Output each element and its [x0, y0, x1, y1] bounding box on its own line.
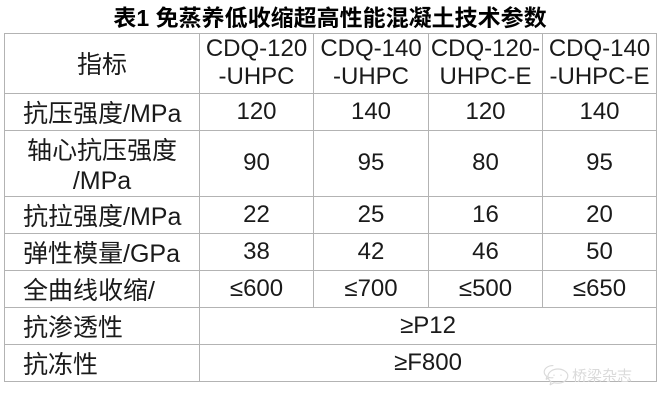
svg-text:桥梁杂志: 桥梁杂志 [572, 365, 632, 386]
